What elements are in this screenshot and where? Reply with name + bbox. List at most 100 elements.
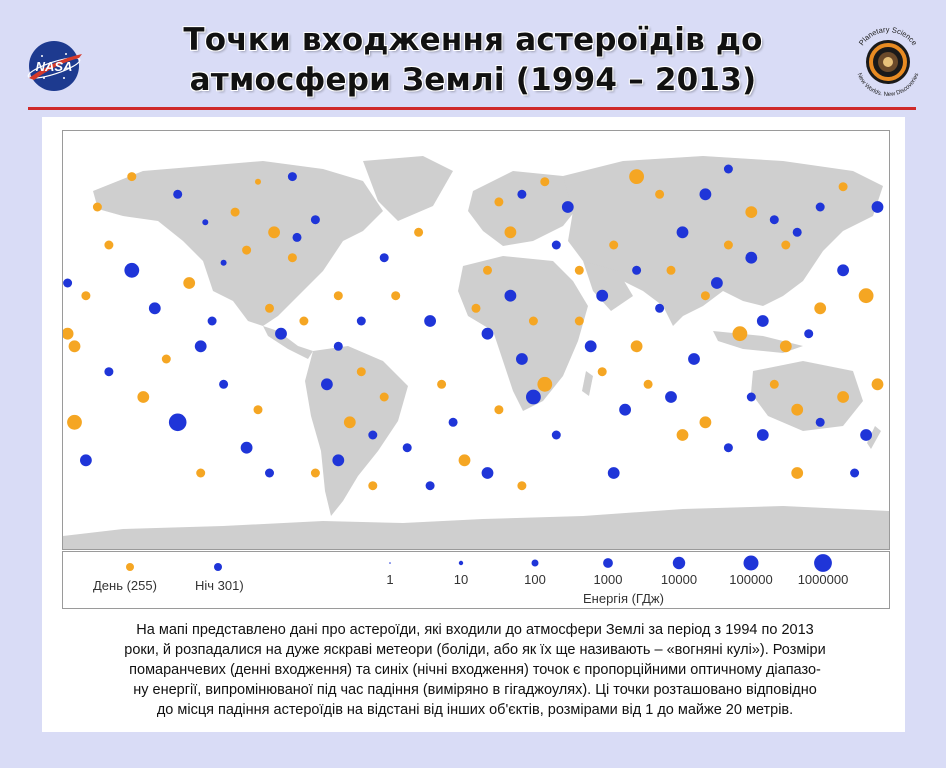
- night-event-dot: [202, 219, 209, 226]
- night-event-dot: [80, 454, 92, 467]
- energy-title: Енергія (ГДж): [583, 591, 664, 606]
- europe: [468, 171, 583, 246]
- day-event-dot: [494, 405, 504, 415]
- night-event-dot: [756, 315, 769, 327]
- planetary-science-logo: Planetary Science New Worlds. New Discov…: [856, 25, 921, 98]
- legend-night-dot: [214, 563, 222, 571]
- day-event-dot: [183, 277, 196, 289]
- asteroid-events: [63, 164, 884, 491]
- night-event-dot: [504, 289, 517, 302]
- night-event-dot: [448, 417, 458, 427]
- night-event-dot: [676, 226, 689, 239]
- night-event-dot: [632, 265, 642, 275]
- night-event-dot: [596, 289, 609, 302]
- energy-scale-label: 1000: [594, 572, 623, 587]
- day-event-dot: [81, 291, 91, 301]
- energy-scale-label: 100000: [729, 572, 772, 587]
- night-event-dot: [526, 389, 541, 405]
- energy-scale-dot: [389, 562, 391, 564]
- night-event-dot: [815, 202, 825, 212]
- day-event-dot: [699, 416, 712, 429]
- day-event-dot: [483, 265, 492, 275]
- energy-scale-dot: [743, 555, 759, 571]
- night-event-dot: [333, 341, 343, 351]
- japan: [801, 226, 815, 256]
- energy-scale-dot: [458, 560, 464, 566]
- energy-scale-label: 10000: [661, 572, 697, 587]
- day-event-dot: [268, 226, 280, 239]
- night-event-dot: [402, 443, 412, 453]
- night-event-dot: [194, 340, 207, 353]
- day-event-dot: [574, 265, 584, 275]
- caption-line-3: помаранчевих (денні входження) та синіх …: [129, 662, 821, 678]
- night-event-dot: [516, 353, 528, 365]
- night-event-dot: [173, 189, 183, 199]
- india: [663, 281, 688, 326]
- map-canvas: [63, 156, 889, 549]
- day-event-dot: [781, 240, 791, 250]
- header-rule: [28, 107, 916, 110]
- day-event-dot: [517, 481, 527, 491]
- day-event-dot: [265, 303, 274, 313]
- day-event-dot: [676, 429, 689, 441]
- day-event-dot: [597, 367, 607, 377]
- day-event-dot: [127, 172, 137, 182]
- day-event-dot: [63, 327, 74, 340]
- night-event-dot: [850, 468, 860, 478]
- night-event-dot: [481, 467, 494, 479]
- night-event-dot: [310, 215, 320, 225]
- nasa-logo: NASA: [27, 41, 82, 91]
- night-event-dot: [871, 201, 884, 213]
- caption-line-2: роки, й розпадалися на дуже яскраві мете…: [124, 642, 826, 658]
- night-event-dot: [356, 316, 366, 326]
- energy-scale-dot: [603, 558, 613, 568]
- legend-day-dot: [126, 563, 134, 571]
- day-event-dot: [723, 240, 733, 250]
- night-event-dot: [745, 251, 758, 264]
- night-event-dot: [481, 327, 494, 340]
- night-event-dot: [240, 441, 253, 454]
- day-event-dot: [255, 178, 261, 185]
- day-event-dot: [837, 391, 849, 403]
- caption: На мапі представлено дані про астероїди,…: [62, 620, 888, 720]
- energy-scale-label: 1: [386, 572, 393, 587]
- night-event-dot: [584, 340, 597, 353]
- day-event-dot: [655, 189, 665, 199]
- day-event-dot: [732, 326, 748, 342]
- new-zealand: [867, 426, 881, 449]
- legend-day-label: День (255): [93, 578, 157, 593]
- antarctica: [63, 506, 889, 549]
- day-event-dot: [458, 454, 471, 467]
- energy-scale-dot: [814, 554, 832, 572]
- day-event-dot: [92, 202, 102, 212]
- night-event-dot: [837, 264, 849, 277]
- legend: День (255) Ніч 301) 1 10 100 1000 10000 10000…: [62, 551, 890, 609]
- night-event-dot: [148, 302, 161, 315]
- night-event-dot: [699, 188, 712, 201]
- night-event-dot: [815, 417, 825, 427]
- australia: [751, 361, 863, 431]
- day-event-dot: [343, 416, 356, 429]
- night-event-dot: [688, 353, 700, 365]
- day-event-dot: [537, 376, 553, 392]
- day-event-dot: [779, 340, 792, 353]
- energy-scale-dot: [672, 556, 686, 570]
- night-event-dot: [607, 467, 620, 479]
- energy-scale-label: 10: [454, 572, 468, 587]
- caption-line-1: На мапі представлено дані про астероїди,…: [136, 622, 814, 638]
- day-event-dot: [230, 207, 240, 217]
- day-event-dot: [666, 265, 676, 275]
- asia: [563, 156, 883, 316]
- night-event-dot: [792, 227, 802, 237]
- day-event-dot: [629, 169, 644, 184]
- night-event-dot: [379, 253, 389, 263]
- day-event-dot: [643, 379, 653, 389]
- day-event-dot: [791, 467, 804, 479]
- night-event-dot: [219, 379, 229, 389]
- night-event-dot: [711, 277, 723, 289]
- energy-scale-label: 1000000: [798, 572, 849, 587]
- night-event-dot: [220, 259, 227, 266]
- legend-canvas: День (255) Ніч 301) 1 10 100 1000 10000 10000…: [93, 554, 849, 606]
- night-event-dot: [665, 391, 677, 403]
- day-event-dot: [333, 291, 343, 301]
